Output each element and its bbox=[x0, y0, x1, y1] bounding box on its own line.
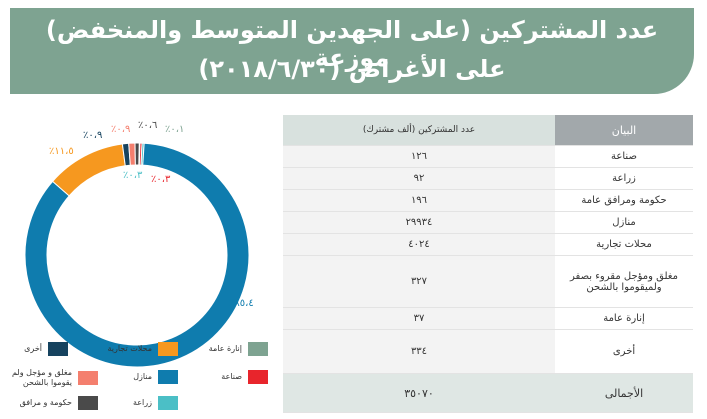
table-header-row: البيان عدد المشتركين (ألف مشترك) bbox=[283, 115, 693, 146]
column-header-count: عدد المشتركين (ألف مشترك) bbox=[283, 115, 555, 146]
chart-legend: إنارة عامة محلات تجارية أخرى صناعة منازل… bbox=[8, 342, 276, 414]
slice-label: ٪٨٥،٤ bbox=[229, 298, 254, 309]
legend-item: حكومة و مرافق bbox=[20, 396, 98, 410]
row-label: أخرى bbox=[555, 329, 693, 374]
table-row: منازل ٢٩٩٣٤ bbox=[283, 211, 693, 234]
title-banner: عدد المشتركين (على الجهدين المتوسط والمن… bbox=[10, 8, 694, 94]
legend-label: إنارة عامة bbox=[208, 344, 242, 353]
table-total-row: الأجمالى ٣٥٠٧٠ bbox=[283, 373, 693, 413]
slice-label: ٪١١،٥ bbox=[49, 146, 74, 157]
row-value: ٢٩٩٣٤ bbox=[283, 211, 555, 234]
legend-swatch bbox=[158, 370, 178, 384]
chart-title-line1: عدد المشتركين (على الجهدين المتوسط والمن… bbox=[45, 16, 659, 72]
column-header-item: البيان bbox=[555, 115, 693, 146]
legend-item: محلات تجارية bbox=[107, 342, 178, 356]
legend-label: أخرى bbox=[24, 344, 42, 353]
legend-label: صناعة bbox=[221, 372, 242, 381]
legend-label: مغلق و مؤجل ولم يقوموا بالشحن bbox=[11, 368, 72, 387]
subscribers-table: البيان عدد المشتركين (ألف مشترك) صناعة ١… bbox=[283, 115, 693, 413]
legend-label: حكومة و مرافق bbox=[19, 398, 72, 407]
table-row: حكومة ومرافق عامة ١٩٦ bbox=[283, 189, 693, 212]
row-label: زراعة bbox=[555, 167, 693, 190]
legend-label: منازل bbox=[133, 372, 152, 381]
donut-slice bbox=[128, 142, 136, 166]
legend-item: أخرى bbox=[24, 342, 68, 356]
legend-swatch bbox=[248, 370, 268, 384]
table-row: مغلق ومؤجل مقروء بصفر ولميقوموا بالشحن ٣… bbox=[283, 255, 693, 308]
donut-slice bbox=[134, 142, 140, 166]
row-value: ٩٢ bbox=[283, 167, 555, 190]
legend-item: مغلق و مؤجل ولم يقوموا بالشحن bbox=[8, 368, 98, 388]
slice-label: ٪٠،٦ bbox=[138, 120, 157, 131]
row-label: صناعة bbox=[555, 145, 693, 168]
legend-item: صناعة bbox=[221, 370, 268, 384]
row-value: ٣٧ bbox=[283, 307, 555, 330]
row-label: محلات تجارية bbox=[555, 233, 693, 256]
row-value: ٣٢٧ bbox=[283, 255, 555, 308]
table-row: محلات تجارية ٤٠٢٤ bbox=[283, 233, 693, 256]
row-label: حكومة ومرافق عامة bbox=[555, 189, 693, 212]
slice-label: ٪٠،٣ bbox=[123, 170, 143, 181]
table-row: صناعة ١٢٦ bbox=[283, 145, 693, 168]
donut-chart: ٪٠،١ ٪٠،٣ ٪٠،٣ ٪٨٥،٤ ٪١١،٥ ٪٠،٩ ٪٠،٩ ٪٠،٦ bbox=[24, 120, 254, 368]
legend-swatch bbox=[48, 342, 68, 356]
legend-swatch bbox=[78, 396, 98, 410]
chart-title-line2: على الأغراض (٢٠١٨/٦/٣٠) bbox=[198, 55, 506, 83]
slice-label: ٪٠،٩ bbox=[83, 130, 102, 141]
slice-label: ٪٠،٣ bbox=[151, 174, 171, 185]
legend-label: زراعة bbox=[132, 398, 152, 407]
row-label: إنارة عامة bbox=[555, 307, 693, 330]
row-value: ١٢٦ bbox=[283, 145, 555, 168]
table-row: زراعة ٩٢ bbox=[283, 167, 693, 190]
total-value: ٣٥٠٧٠ bbox=[283, 373, 555, 413]
legend-label: محلات تجارية bbox=[107, 344, 152, 353]
legend-item: منازل bbox=[133, 370, 178, 384]
table-row: أخرى ٣٣٤ bbox=[283, 329, 693, 374]
legend-swatch bbox=[158, 396, 178, 410]
slice-label: ٪٠،١ bbox=[165, 124, 184, 135]
legend-swatch bbox=[248, 342, 268, 356]
legend-swatch bbox=[158, 342, 178, 356]
legend-item: زراعة bbox=[133, 396, 178, 410]
row-label: مغلق ومؤجل مقروء بصفر ولميقوموا بالشحن bbox=[555, 255, 693, 308]
table-row: إنارة عامة ٣٧ bbox=[283, 307, 693, 330]
row-value: ١٩٦ bbox=[283, 189, 555, 212]
donut-slice bbox=[24, 142, 250, 368]
legend-swatch bbox=[78, 371, 98, 385]
slice-label: ٪٠،٩ bbox=[111, 124, 130, 135]
row-value: ٤٠٢٤ bbox=[283, 233, 555, 256]
legend-item: إنارة عامة bbox=[209, 342, 268, 356]
total-label: الأجمالى bbox=[555, 373, 693, 413]
row-value: ٣٣٤ bbox=[283, 329, 555, 374]
row-label: منازل bbox=[555, 211, 693, 234]
